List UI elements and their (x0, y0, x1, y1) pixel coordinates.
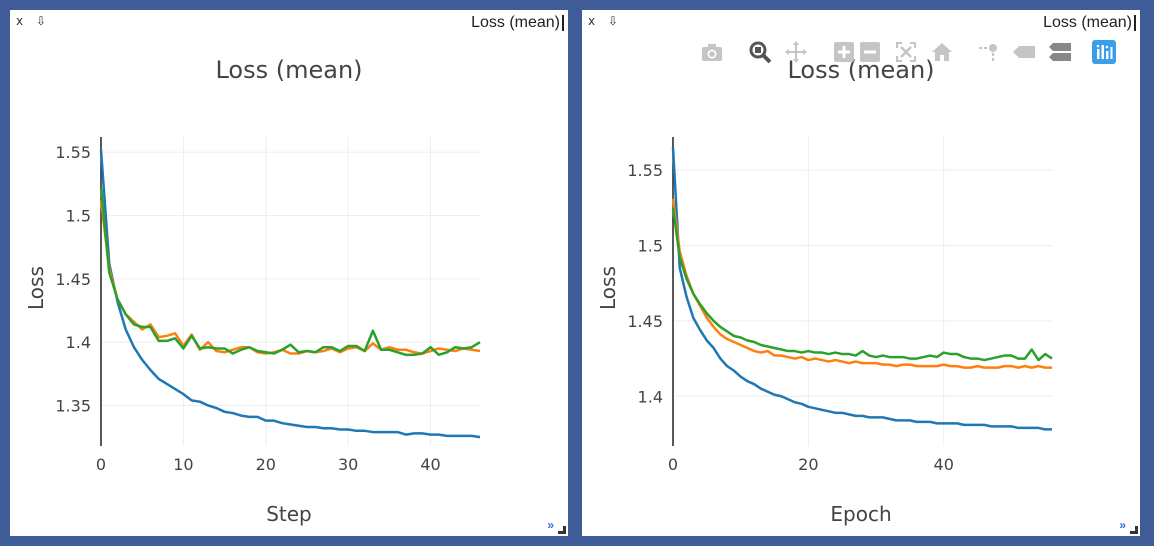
y-tick-label: 1.35 (55, 396, 91, 415)
x-tick-label: 40 (934, 455, 954, 474)
x-tick-label: 20 (798, 455, 818, 474)
zoom-out-icon[interactable] (858, 40, 882, 64)
y-tick-label: 1.5 (638, 237, 663, 256)
y-tick-label: 1.45 (627, 312, 663, 331)
zoom-icon[interactable] (748, 40, 772, 64)
series-line-2 (99, 200, 481, 355)
x-tick-label: 0 (96, 455, 106, 474)
expand-icon[interactable]: » (1119, 518, 1126, 532)
x-tick-label: 0 (668, 455, 678, 474)
window-title: Loss (mean) (471, 15, 564, 31)
hover-compare-icon[interactable] (1048, 40, 1072, 64)
zoom-in-icon[interactable] (832, 40, 856, 64)
pin-icon[interactable]: ⇩ (36, 14, 47, 28)
camera-icon[interactable] (700, 40, 724, 64)
x-tick-label: 20 (256, 455, 276, 474)
x-tick-label: 40 (420, 455, 440, 474)
x-axis-label: Step (266, 502, 312, 526)
series-line-3 (99, 187, 481, 357)
y-axis-label: Loss (596, 266, 620, 310)
hover-closest-icon[interactable] (1012, 40, 1036, 64)
series-line-2 (671, 198, 1052, 369)
home-icon[interactable] (930, 40, 954, 64)
expand-icon[interactable]: » (547, 518, 554, 532)
plot-pane-right: x ⇩ Loss (mean) Loss (mean) 0 20 40 1.4 1.45… (582, 10, 1140, 536)
y-tick-label: 1.5 (66, 207, 91, 226)
window-title: Loss (mean) (1043, 15, 1136, 31)
pin-icon[interactable]: ⇩ (608, 14, 619, 28)
y-axis-label: Loss (24, 266, 48, 310)
y-tick-label: 1.4 (66, 333, 91, 352)
y-tick-label: 1.45 (55, 270, 91, 289)
loss-epoch-plot[interactable]: 0 20 40 1.4 1.45 1.5 1.55 (582, 10, 1140, 536)
close-icon[interactable]: x (588, 14, 596, 28)
plotly-logo-icon[interactable] (1092, 40, 1116, 64)
pan-icon[interactable] (784, 40, 808, 64)
x-axis-label: Epoch (830, 502, 892, 526)
series-line-3 (671, 207, 1053, 362)
x-tick-label: 30 (338, 455, 358, 474)
resize-handle[interactable] (1130, 526, 1138, 534)
loss-step-plot[interactable]: 0 10 20 30 40 1.35 1.4 1.45 1.5 1.55 (10, 10, 568, 536)
plot-pane-left: x ⇩ Loss (mean) Loss (mean) 0 10 20 30 40 1.3… (10, 10, 568, 536)
series-line-1 (671, 147, 1052, 431)
x-tick-label: 10 (173, 455, 193, 474)
resize-handle[interactable] (558, 526, 566, 534)
y-tick-label: 1.4 (638, 387, 663, 406)
spike-lines-icon[interactable] (976, 40, 1000, 64)
close-icon[interactable]: x (16, 14, 24, 28)
y-tick-label: 1.55 (55, 143, 91, 162)
y-tick-label: 1.55 (627, 161, 663, 180)
autoscale-icon[interactable] (894, 40, 918, 64)
chart-title: Loss (mean) (215, 56, 363, 84)
series-line-1 (99, 149, 481, 439)
